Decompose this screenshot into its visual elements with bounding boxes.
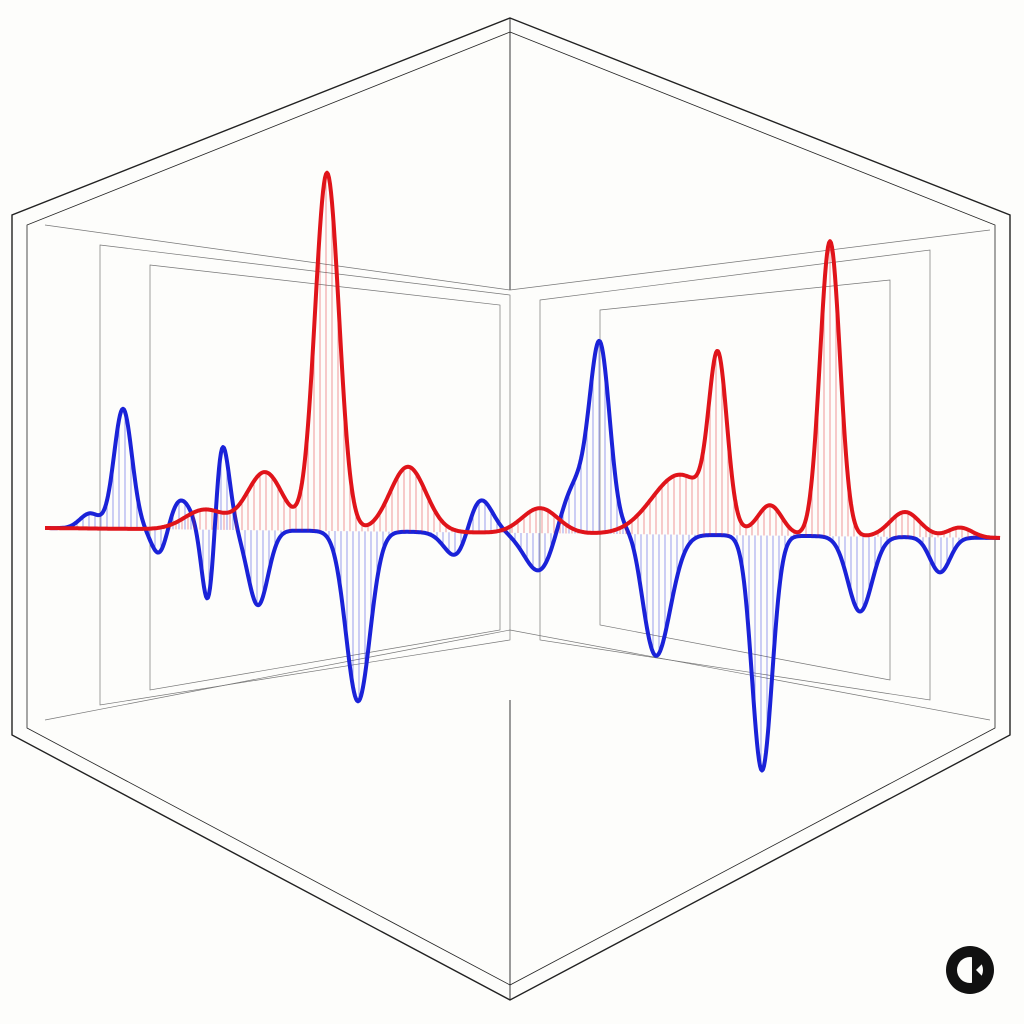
right-wall-inner [599,279,891,681]
right-wall [539,249,931,701]
back-walls [44,224,991,721]
wave-line [44,170,1001,540]
left-wall-inner [149,264,501,691]
waves [44,170,1001,773]
wave-line [44,338,1001,773]
logo [946,946,994,994]
box-frame [11,17,1011,1001]
logo-mark [972,956,990,984]
left-wall [99,244,511,706]
